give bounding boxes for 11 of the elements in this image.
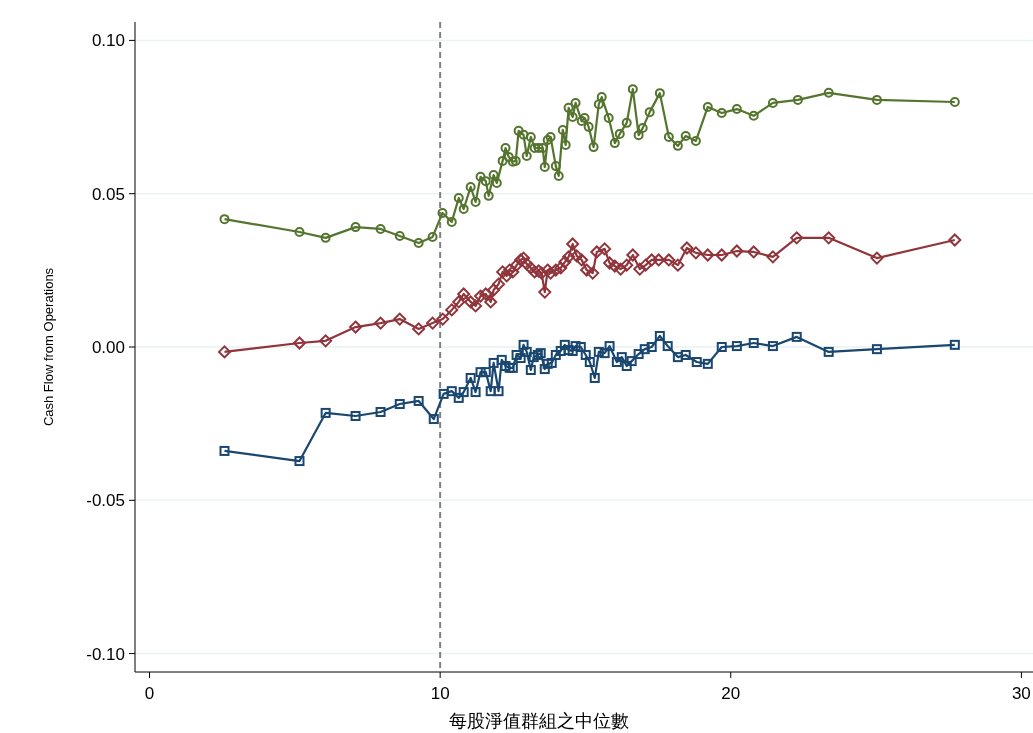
- x-axis-title: 每股淨值群組之中位數: [449, 711, 629, 731]
- y-tick-label: 0.00: [91, 338, 125, 357]
- y-tick-label: 0.05: [91, 184, 125, 204]
- y-tick-label: -0.05: [86, 491, 125, 511]
- x-tick-label: 0: [144, 684, 155, 703]
- y-tick-label: 0.10: [91, 31, 125, 51]
- x-tick-label: 20: [721, 684, 741, 703]
- x-tick-label: 30: [1011, 684, 1031, 703]
- x-tick-label: 10: [430, 684, 450, 703]
- y-tick-label: -0.10: [86, 644, 125, 664]
- y-axis-title: Cash Flow from Operations: [41, 267, 56, 427]
